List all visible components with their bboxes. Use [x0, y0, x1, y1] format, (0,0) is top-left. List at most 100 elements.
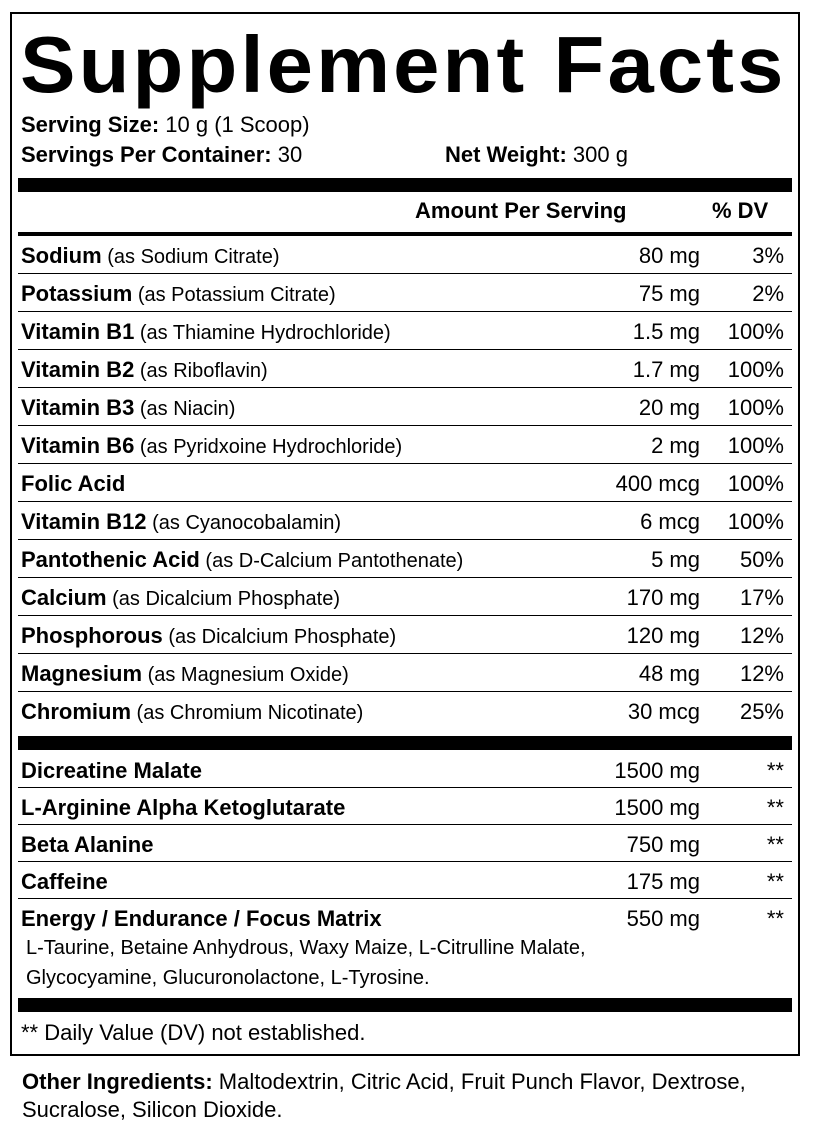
nutrient-dv: 3% — [752, 243, 784, 268]
nutrient-amount: 5 mg — [651, 547, 700, 572]
nutrient-amount: 48 mg — [638, 661, 700, 686]
ingredient-amount: 175 mg — [626, 869, 700, 894]
matrix-line: L-Taurine, Betaine Anhydrous, Waxy Maize… — [26, 937, 586, 959]
ingredient-amount: 550 mg — [626, 906, 700, 931]
nutrient-name: Sodium — [21, 243, 102, 268]
nutrient-amount: 170 mg — [626, 585, 700, 610]
nutrient-dv: 2% — [752, 281, 784, 306]
nutrient-row: Potassium (as Potassium Citrate) 75 mg 2% — [18, 274, 792, 312]
nutrient-source: (as Chromium Nicotinate) — [131, 702, 364, 724]
nutrient-source: (as Dicalcium Phosphate) — [106, 588, 341, 610]
nutrient-amount: 6 mcg — [640, 509, 700, 534]
matrix-line: Glycocyamine, Glucuronolactone, L-Tyrosi… — [26, 967, 430, 989]
nutrient-amount: 2 mg — [651, 433, 700, 458]
nutrient-dv: 12% — [739, 661, 784, 686]
net-weight: Net Weight: 300 g — [445, 142, 628, 167]
nutrient-name-cell: Vitamin B12 (as Cyanocobalamin) — [21, 509, 341, 535]
nutrient-name-cell: Sodium (as Sodium Citrate) — [21, 243, 280, 269]
nutrient-name-cell: Magnesium (as Magnesium Oxide) — [21, 661, 349, 687]
supplement-facts-panel: Supplement Facts Serving Size: 10 g (1 S… — [10, 12, 800, 1056]
nutrient-row: Sodium (as Sodium Citrate) 80 mg 3% — [18, 236, 792, 274]
nutrient-amount: 30 mcg — [627, 699, 700, 724]
nutrient-name-cell: Chromium (as Chromium Nicotinate) — [21, 699, 363, 725]
nutrient-row: Pantothenic Acid (as D-Calcium Pantothen… — [18, 540, 792, 578]
nutrient-source: (as Sodium Citrate) — [101, 246, 280, 268]
nutrient-name-cell: Vitamin B6 (as Pyridxoine Hydrochloride) — [21, 433, 402, 459]
dv-header: % DV — [712, 198, 769, 223]
nutrient-source: (as Dicalcium Phosphate) — [162, 626, 397, 648]
serving-size: Serving Size: 10 g (1 Scoop) — [21, 112, 310, 137]
nutrient-row: Calcium (as Dicalcium Phosphate) 170 mg 17… — [18, 578, 792, 616]
nutrient-source: (as Pyridxoine Hydrochloride) — [134, 436, 403, 458]
nutrient-source: (as Niacin) — [134, 398, 236, 420]
nutrient-name: Pantothenic Acid — [21, 547, 200, 572]
ingredient-name-cell: L-Arginine Alpha Ketoglutarate — [21, 795, 345, 821]
divider-thick — [18, 736, 792, 750]
nutrient-source: (as Riboflavin) — [134, 360, 268, 382]
ingredient-row: Beta Alanine 750 mg ** — [18, 825, 792, 862]
nutrient-dv: 100% — [727, 433, 784, 458]
nutrient-name: Chromium — [21, 699, 131, 724]
ingredient-amount: 1500 mg — [614, 758, 700, 783]
nutrient-row: Magnesium (as Magnesium Oxide) 48 mg 12% — [18, 654, 792, 692]
ingredient-name: Beta Alanine — [21, 832, 154, 857]
nutrient-name: Folic Acid — [21, 471, 126, 496]
ingredient-row: Caffeine 175 mg ** — [18, 862, 792, 899]
nutrient-amount: 400 mcg — [615, 471, 700, 496]
nutrient-amount: 75 mg — [638, 281, 700, 306]
ingredient-row: Dicreatine Malate 1500 mg ** — [18, 751, 792, 788]
nutrient-name: Magnesium — [21, 661, 143, 686]
ingredient-row: Energy / Endurance / Focus Matrix 550 mg *… — [18, 899, 792, 936]
ingredient-name: Dicreatine Malate — [21, 758, 202, 783]
nutrient-name: Vitamin B6 — [21, 433, 135, 458]
nutrient-dv: 100% — [727, 357, 784, 382]
divider-thick — [18, 998, 792, 1012]
nutrient-source: (as Potassium Citrate) — [132, 284, 336, 306]
nutrient-dv: 50% — [739, 547, 784, 572]
nutrient-dv: 25% — [739, 699, 784, 724]
amount-header: Amount Per Serving — [415, 198, 627, 223]
nutrient-dv: 100% — [727, 319, 784, 344]
servings-per-container: Servings Per Container: 30 — [21, 142, 303, 167]
nutrient-name-cell: Vitamin B2 (as Riboflavin) — [21, 357, 268, 383]
nutrient-dv: 17% — [739, 585, 784, 610]
panel-title: Supplement Facts — [20, 20, 787, 109]
divider-thick — [18, 178, 792, 192]
nutrient-row: Vitamin B2 (as Riboflavin) 1.7 mg 100% — [18, 350, 792, 388]
nutrient-amount: 80 mg — [638, 243, 700, 268]
nutrient-name: Phosphorous — [21, 623, 163, 648]
nutrient-name-cell: Calcium (as Dicalcium Phosphate) — [21, 585, 340, 611]
ingredient-name-cell: Beta Alanine — [21, 832, 153, 858]
nutrient-row: Vitamin B3 (as Niacin) 20 mg 100% — [18, 388, 792, 426]
ingredient-name: L-Arginine Alpha Ketoglutarate — [21, 795, 346, 820]
nutrient-row: Folic Acid 400 mcg 100% — [18, 464, 792, 502]
nutrient-name-cell: Folic Acid — [21, 471, 125, 497]
nutrient-source: (as Thiamine Hydrochloride) — [134, 322, 391, 344]
nutrient-name-cell: Vitamin B1 (as Thiamine Hydrochloride) — [21, 319, 391, 345]
nutrient-name: Calcium — [21, 585, 107, 610]
nutrient-row: Phosphorous (as Dicalcium Phosphate) 120 … — [18, 616, 792, 654]
nutrient-name-cell: Phosphorous (as Dicalcium Phosphate) — [21, 623, 396, 649]
nutrient-source: (as D-Calcium Pantothenate) — [199, 550, 464, 572]
nutrient-amount: 1.5 mg — [632, 319, 700, 344]
nutrient-name-cell: Pantothenic Acid (as D-Calcium Pantothen… — [21, 547, 463, 573]
nutrient-dv: 100% — [727, 395, 784, 420]
nutrient-name: Vitamin B2 — [21, 357, 135, 382]
ingredient-name-cell: Dicreatine Malate — [21, 758, 202, 784]
nutrient-row: Vitamin B12 (as Cyanocobalamin) 6 mcg 100% — [18, 502, 792, 540]
nutrient-source: (as Magnesium Oxide) — [142, 664, 349, 686]
nutrient-amount: 1.7 mg — [632, 357, 700, 382]
nutrient-name-cell: Vitamin B3 (as Niacin) — [21, 395, 235, 421]
nutrient-amount: 20 mg — [638, 395, 700, 420]
ingredient-name: Caffeine — [21, 869, 108, 894]
nutrient-row: Vitamin B6 (as Pyridxoine Hydrochloride)… — [18, 426, 792, 464]
nutrient-row: Chromium (as Chromium Nicotinate) 30 mcg 2… — [18, 692, 792, 730]
other-ingredients: Other Ingredients: Maltodextrin, Citric … — [22, 1069, 746, 1122]
nutrient-row: Vitamin B1 (as Thiamine Hydrochloride) 1.… — [18, 312, 792, 350]
nutrient-name-cell: Potassium (as Potassium Citrate) — [21, 281, 336, 307]
ingredient-name-cell: Energy / Endurance / Focus Matrix — [21, 906, 382, 932]
divider-medium — [18, 232, 792, 236]
ingredient-dv: ** — [766, 758, 784, 783]
nutrient-name: Vitamin B1 — [21, 319, 135, 344]
ingredient-amount: 750 mg — [626, 832, 700, 857]
